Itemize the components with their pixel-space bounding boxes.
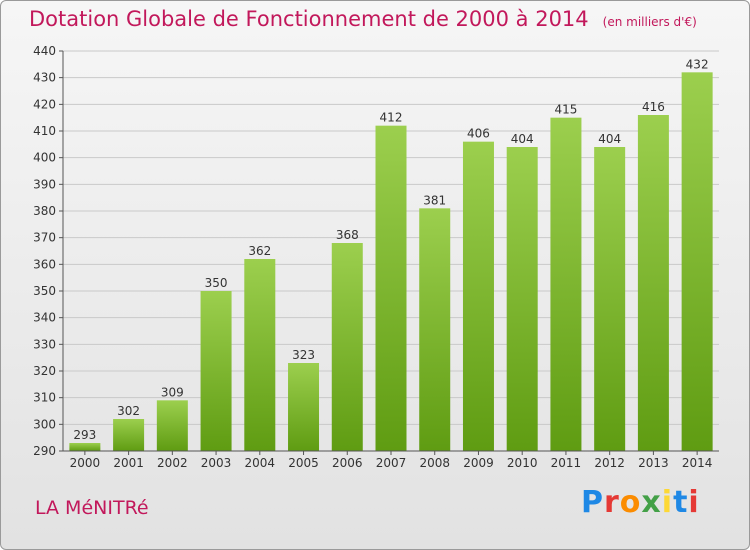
unit-label: (en milliers d'€) bbox=[602, 15, 697, 29]
x-tick-label: 2013 bbox=[638, 456, 669, 470]
y-tick-label: 420 bbox=[33, 97, 56, 111]
proxiti-logo: Proxiti bbox=[581, 485, 700, 520]
chart-title: Dotation Globale de Fonctionnement de 20… bbox=[29, 7, 697, 31]
bar-2012 bbox=[594, 147, 626, 451]
bar-2009 bbox=[462, 141, 494, 451]
y-tick-label: 390 bbox=[33, 177, 56, 191]
y-tick-label: 340 bbox=[33, 311, 56, 325]
bar-2003 bbox=[200, 291, 232, 451]
bar-2011 bbox=[550, 117, 582, 452]
y-tick-label: 430 bbox=[33, 71, 56, 85]
y-tick-label: 330 bbox=[33, 337, 56, 351]
data-label-2004: 362 bbox=[248, 244, 271, 258]
x-tick-label: 2010 bbox=[507, 456, 538, 470]
y-tick-label: 410 bbox=[33, 124, 56, 138]
x-tick-label: 2007 bbox=[376, 456, 407, 470]
bar-2014 bbox=[681, 72, 713, 451]
data-label-2008: 381 bbox=[423, 193, 446, 207]
data-label-2001: 302 bbox=[117, 404, 140, 418]
bar-2004 bbox=[244, 259, 276, 451]
bar-2010 bbox=[506, 147, 538, 451]
data-label-2006: 368 bbox=[336, 228, 359, 242]
bar-2006 bbox=[331, 243, 363, 451]
commune-name: LA MéNITRé bbox=[35, 497, 149, 519]
y-tick-label: 320 bbox=[33, 364, 56, 378]
x-tick-label: 2011 bbox=[551, 456, 582, 470]
bar-2001 bbox=[113, 419, 145, 451]
x-tick-label: 2014 bbox=[682, 456, 713, 470]
x-tick-label: 2000 bbox=[70, 456, 101, 470]
x-tick-label: 2003 bbox=[201, 456, 232, 470]
x-tick-label: 2001 bbox=[113, 456, 144, 470]
data-label-2003: 350 bbox=[205, 276, 228, 290]
x-tick-label: 2002 bbox=[157, 456, 188, 470]
data-label-2014: 432 bbox=[686, 57, 709, 71]
bar-2002 bbox=[156, 400, 188, 451]
x-tick-label: 2005 bbox=[288, 456, 319, 470]
x-tick-label: 2006 bbox=[332, 456, 363, 470]
data-label-2000: 293 bbox=[73, 428, 96, 442]
data-label-2011: 415 bbox=[554, 103, 577, 117]
x-tick-label: 2008 bbox=[419, 456, 450, 470]
data-label-2002: 309 bbox=[161, 385, 184, 399]
y-tick-label: 290 bbox=[33, 444, 56, 458]
data-label-2009: 406 bbox=[467, 127, 490, 141]
bar-2000 bbox=[69, 443, 101, 451]
x-tick-label: 2004 bbox=[245, 456, 276, 470]
bar-2005 bbox=[288, 363, 320, 451]
bar-2008 bbox=[419, 208, 451, 451]
x-tick-label: 2009 bbox=[463, 456, 494, 470]
data-label-2012: 404 bbox=[598, 132, 621, 146]
y-tick-label: 380 bbox=[33, 204, 56, 218]
y-tick-label: 360 bbox=[33, 257, 56, 271]
y-tick-label: 300 bbox=[33, 417, 56, 431]
data-label-2007: 412 bbox=[380, 111, 403, 125]
x-tick-label: 2012 bbox=[594, 456, 625, 470]
y-tick-label: 350 bbox=[33, 284, 56, 298]
y-tick-label: 440 bbox=[33, 44, 56, 58]
data-label-2013: 416 bbox=[642, 100, 665, 114]
y-tick-label: 310 bbox=[33, 391, 56, 405]
bar-2007 bbox=[375, 125, 407, 452]
bar-2013 bbox=[637, 115, 669, 451]
data-label-2010: 404 bbox=[511, 132, 534, 146]
y-tick-label: 400 bbox=[33, 151, 56, 165]
data-label-2005: 323 bbox=[292, 348, 315, 362]
y-tick-label: 370 bbox=[33, 231, 56, 245]
